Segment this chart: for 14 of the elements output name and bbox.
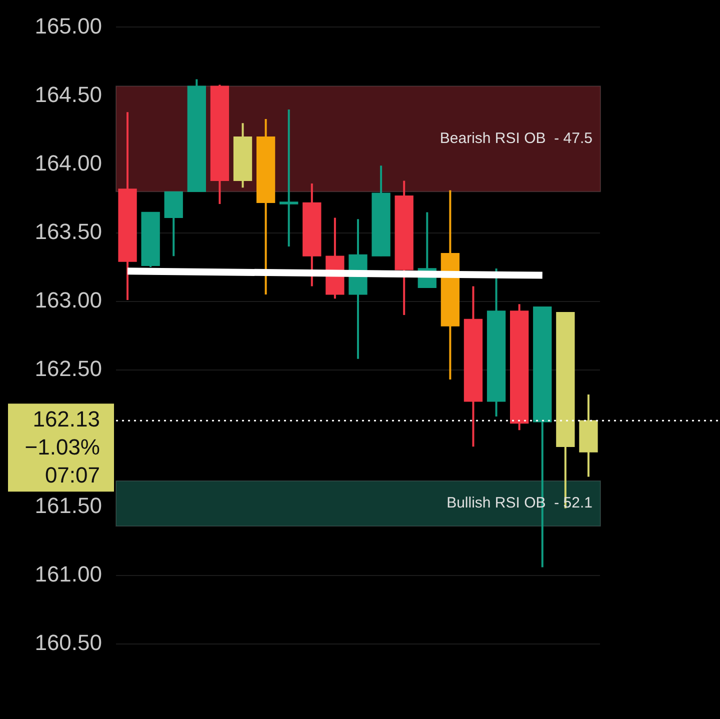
ref-line-label: 162.13 — [32, 406, 100, 432]
y-tick-label: 162.50 — [34, 356, 102, 381]
y-tick-label: 163.00 — [34, 287, 102, 312]
y-tick-label: 161.00 — [34, 562, 102, 587]
y-tick-label: 165.00 — [34, 13, 102, 38]
y-tick-label: 161.50 — [34, 492, 102, 518]
text: −1.03% — [24, 434, 100, 460]
y-tick-label: 164.00 — [34, 150, 102, 176]
y-tick-label: 164.50 — [34, 82, 102, 107]
candlestick — [280, 109, 298, 247]
y-tick-label: 163.50 — [34, 218, 102, 244]
y-tick-label: 160.50 — [34, 630, 102, 656]
text: 07:07 — [44, 462, 100, 488]
band-label: Bearish RSI OB - 47.5 — [440, 130, 592, 148]
